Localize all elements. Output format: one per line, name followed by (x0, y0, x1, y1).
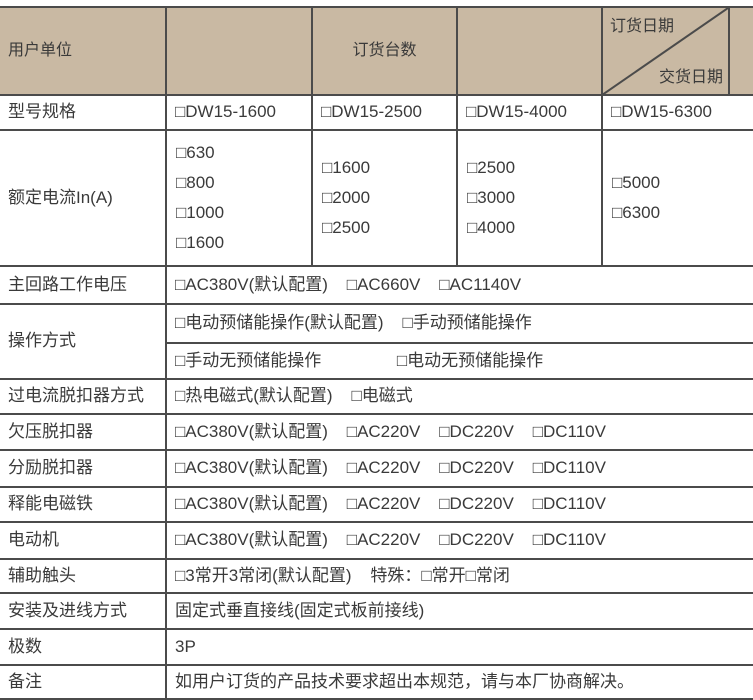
operation-line1: □电动预储能操作(默认配置) □手动预储能操作 (165, 303, 753, 345)
model-option-2500: □DW15-2500 (311, 94, 458, 132)
main-voltage-label: 主回路工作电压 (0, 265, 167, 306)
rated-current-row: 额定电流In(A) □630 □800 □1000 □1600 □1600 □2… (0, 129, 753, 268)
release-electromagnet-label: 释能电磁铁 (0, 486, 167, 524)
rated-current-col1: □630 □800 □1000 □1600 (165, 129, 313, 268)
model-option-6300: □DW15-6300 (601, 94, 753, 132)
shunt-release-row: 分励脱扣器 □AC380V(默认配置) □AC220V □DC220V □DC1… (0, 449, 753, 489)
poles-label: 极数 (0, 628, 167, 667)
rated-current-label: 额定电流In(A) (0, 129, 167, 268)
release-electromagnet-options: □AC380V(默认配置) □AC220V □DC220V □DC110V (165, 486, 753, 524)
rated-current-col4: □5000 □6300 (601, 129, 753, 268)
remarks-text: 如用户订货的产品技术要求超出本规范，请与本厂协商解决。 (165, 664, 753, 700)
aux-contact-label: 辅助触头 (0, 558, 167, 595)
poles-text: 3P (165, 628, 753, 667)
order-spec-table: 用户单位 订货台数 订货日期 交货日期 型号规格 □DW15-1600 □DW1… (0, 5, 753, 700)
shunt-release-options: □AC380V(默认配置) □AC220V □DC220V □DC110V (165, 449, 753, 489)
overcurrent-release-options: □热电磁式(默认配置) □电磁式 (165, 378, 753, 416)
aux-contact-row: 辅助触头 □3常开3常闭(默认配置) 特殊：□常开□常闭 (0, 558, 753, 595)
header-blank-3 (728, 5, 753, 97)
motor-label: 电动机 (0, 521, 167, 561)
delivery-date-label: 交货日期 (658, 68, 723, 86)
main-voltage-row: 主回路工作电压 □AC380V(默认配置) □AC660V □AC1140V (0, 265, 753, 306)
model-label: 型号规格 (0, 94, 167, 132)
undervoltage-release-row: 欠压脱扣器 □AC380V(默认配置) □AC220V □DC220V □DC1… (0, 413, 753, 452)
rated-current-col3: □2500 □3000 □4000 (456, 129, 603, 268)
model-row: 型号规格 □DW15-1600 □DW15-2500 □DW15-4000 □D… (0, 94, 753, 132)
operation-label: 操作方式 (0, 303, 167, 381)
rated-current-col2: □1600 □2000 □2500 (311, 129, 458, 268)
operation-row-2: □手动无预储能操作 □电动无预储能操作 (0, 342, 753, 381)
installation-text: 固定式垂直接线(固定式板前接线) (165, 592, 753, 631)
diagonal-divider (603, 8, 728, 94)
shunt-release-label: 分励脱扣器 (0, 449, 167, 489)
header-user-unit: 用户单位 (0, 5, 167, 97)
operation-row-1: 操作方式 □电动预储能操作(默认配置) □手动预储能操作 (0, 303, 753, 381)
aux-contact-options: □3常开3常闭(默认配置) 特殊：□常开□常闭 (165, 558, 753, 595)
poles-row: 极数 3P (0, 628, 753, 667)
installation-row: 安装及进线方式 固定式垂直接线(固定式板前接线) (0, 592, 753, 631)
undervoltage-release-options: □AC380V(默认配置) □AC220V □DC220V □DC110V (165, 413, 753, 452)
header-order-qty: 订货台数 (311, 5, 458, 97)
header-blank-1 (165, 5, 313, 97)
order-date-label: 订货日期 (610, 18, 675, 35)
release-electromagnet-row: 释能电磁铁 □AC380V(默认配置) □AC220V □DC220V □DC1… (0, 486, 753, 524)
remarks-label: 备注 (0, 664, 167, 700)
motor-options: □AC380V(默认配置) □AC220V □DC220V □DC110V (165, 521, 753, 561)
model-option-4000: □DW15-4000 (456, 94, 603, 132)
remarks-row: 备注 如用户订货的产品技术要求超出本规范，请与本厂协商解决。 (0, 664, 753, 700)
installation-label: 安装及进线方式 (0, 592, 167, 631)
main-voltage-options: □AC380V(默认配置) □AC660V □AC1140V (165, 265, 753, 306)
header-date-cell: 订货日期 交货日期 (601, 5, 730, 97)
header-blank-2 (456, 5, 603, 97)
overcurrent-release-row: 过电流脱扣器方式 □热电磁式(默认配置) □电磁式 (0, 378, 753, 416)
header-row: 用户单位 订货台数 订货日期 交货日期 (0, 5, 753, 97)
model-option-1600: □DW15-1600 (165, 94, 313, 132)
overcurrent-release-label: 过电流脱扣器方式 (0, 378, 167, 416)
undervoltage-release-label: 欠压脱扣器 (0, 413, 167, 452)
motor-row: 电动机 □AC380V(默认配置) □AC220V □DC220V □DC110… (0, 521, 753, 561)
operation-line2: □手动无预储能操作 □电动无预储能操作 (166, 342, 753, 381)
